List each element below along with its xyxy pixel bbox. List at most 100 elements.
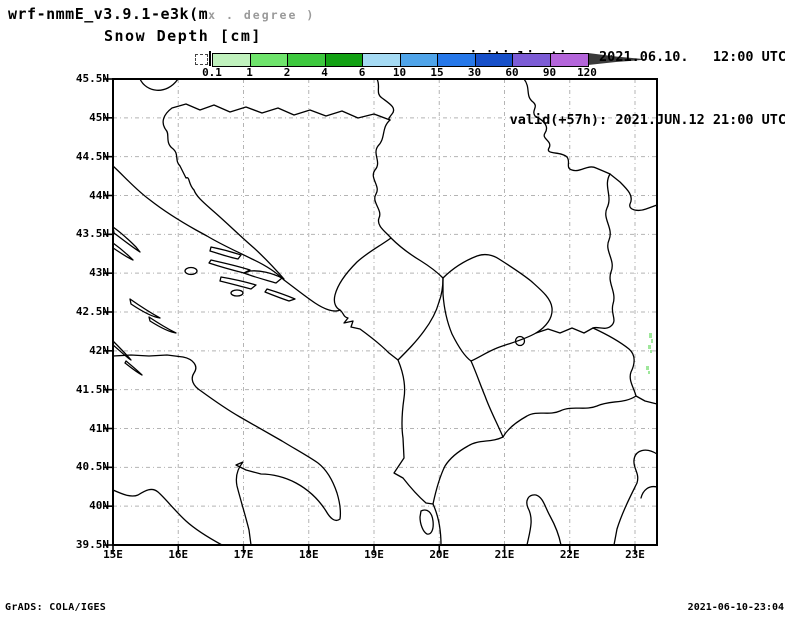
lon-axis-label: 18E: [298, 548, 319, 561]
island: [112, 226, 141, 253]
colorbar-segment: [438, 54, 476, 66]
colorbar-tick-label: 120: [577, 66, 597, 79]
lon-axis-label: 20E: [429, 548, 450, 561]
colorbar-segment: [363, 54, 401, 66]
colorbar-tick-label: 1: [246, 66, 253, 79]
colorbar-tick-label: 4: [321, 66, 328, 79]
grid-units-note: x . degree ): [208, 8, 316, 22]
island-corfu: [419, 509, 434, 535]
lat-axis-label: 42N: [89, 343, 109, 357]
island: [124, 360, 143, 376]
colorbar-bracket: [209, 51, 211, 66]
island-vis: [184, 266, 198, 276]
border-drina: [372, 119, 392, 239]
border-romania-bulgaria: [609, 173, 658, 211]
border-serbia-macedonia: [535, 327, 594, 334]
colorbar-segment: [513, 54, 551, 66]
snow-patch: [651, 339, 653, 343]
colorbar-tick-label: 90: [542, 66, 557, 79]
lat-axis-label: 45N: [89, 110, 109, 124]
colorbar-segment: [550, 54, 588, 66]
border-montenegro-albania: [397, 277, 444, 361]
lat-axis-label: 43N: [89, 266, 109, 280]
island-brac: [209, 246, 242, 260]
lake-outline: [514, 335, 526, 347]
snow-patch: [648, 345, 651, 349]
snow-patch: [646, 366, 649, 370]
valid-line: valid(+57h): 2021.JUN.12 21:00 UTC: [509, 112, 786, 128]
border-macedonia-greece: [502, 395, 637, 438]
lon-axis-label: 23E: [625, 548, 645, 561]
plot-timestamp: 2021-06-10-23:04: [687, 602, 784, 613]
island: [112, 242, 134, 261]
lon-axis-label: 15E: [103, 548, 123, 561]
island: [112, 340, 132, 361]
island-lastovo: [230, 289, 244, 297]
coastline-italy-tyrrhenian: [112, 488, 223, 546]
coastline-east-adriatic: [112, 165, 442, 546]
colorbar-tick-label: 10: [392, 66, 407, 79]
field-title: Snow Depth [cm]: [104, 27, 262, 45]
snow-patch: [650, 350, 652, 353]
colorbar-segment: [288, 54, 326, 66]
run-info: initialisation: 2021.06.10. 12:00 UTC va…: [469, 5, 786, 173]
border-croatia-bosnia: [162, 103, 391, 280]
border-bulgaria-greece: [635, 395, 658, 405]
lon-axis-label: 21E: [494, 548, 515, 561]
border-top-left: [139, 78, 179, 91]
model-title-text: wrf-nmmE_v3.9.1-e3k(m: [8, 5, 209, 23]
map-frame: [112, 78, 658, 546]
border-montenegro-serbia: [390, 237, 444, 279]
island: [129, 298, 161, 319]
lon-axis-label: 19E: [364, 548, 384, 561]
island-mljet: [264, 288, 296, 302]
colorbar: [212, 53, 589, 67]
colorbar-tick-label: 0.1: [202, 66, 222, 79]
colorbar-tick-label: 60: [505, 66, 519, 79]
coastlines-and-borders: [112, 78, 658, 546]
lat-axis-label: 41N: [89, 421, 109, 435]
border-montenegro-bosnia: [333, 237, 392, 311]
border-serbia-romania: [523, 78, 611, 175]
island-hvar: [208, 259, 251, 274]
snow-patch: [648, 371, 650, 374]
snow-depth-shading: [646, 333, 653, 374]
border-albania-greece: [432, 436, 504, 505]
lon-axis-label: 16E: [168, 548, 189, 561]
coastline-aegean-stub: [640, 485, 658, 499]
colorbar-tick-label: 2: [283, 66, 291, 79]
lon-axis-label: 22E: [559, 548, 580, 561]
coastline-aegean: [613, 449, 658, 546]
coastline-greece-gulf: [526, 494, 562, 546]
lat-axis-label: 41.5N: [75, 382, 109, 396]
colorbar-tick-label: 15: [430, 66, 444, 79]
lat-axis-label: 40N: [89, 499, 109, 513]
lon-axis-label: 17E: [233, 548, 254, 561]
colorbar-tick-label: 6: [358, 66, 366, 79]
border-danube-north: [376, 78, 395, 121]
lat-axis-label: 39.5N: [75, 538, 109, 551]
lat-axis-label: 44N: [89, 188, 109, 202]
border-serbia-bulgaria: [592, 173, 615, 329]
model-title: wrf-nmmE_v3.9.1-e3k(mx . degree ): [8, 5, 315, 23]
island: [148, 316, 177, 334]
colorbar-segment: [213, 54, 251, 66]
colorbar-overflow-arrow: [588, 53, 648, 65]
snow-patch: [649, 333, 652, 338]
colorbar-segment: [475, 54, 513, 66]
colorbar-below-min-box: [195, 54, 208, 65]
colorbar-segment: [400, 54, 438, 66]
grads-credit: GrADS: COLA/IGES: [5, 602, 107, 613]
lat-axis-label: 43.5N: [75, 227, 109, 241]
lat-axis-label: 42.5N: [75, 305, 109, 318]
coastline-italy-adriatic: [112, 354, 342, 546]
border-macedonia-albania: [470, 360, 504, 438]
border-macedonia-bulgaria: [592, 327, 637, 397]
colorbar-segment: [325, 54, 363, 66]
colorbar-tick-label: 30: [467, 66, 482, 79]
axis-tick-marks: [104, 78, 636, 553]
lat-axis-label: 44.5N: [75, 149, 109, 163]
lat-axis-label: 45.5N: [75, 72, 109, 85]
